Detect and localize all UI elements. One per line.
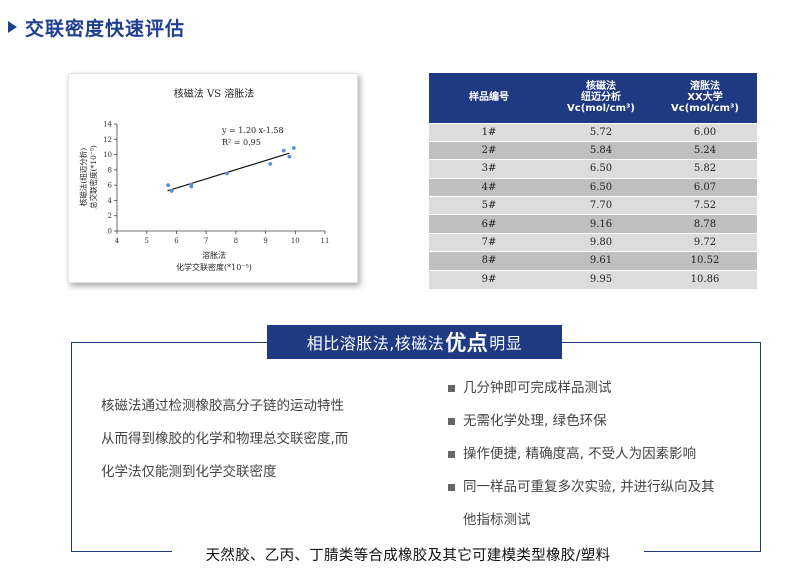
description-line: 核磁法通过检测橡胶高分子链的运动特性 [101,398,344,414]
y-axis-label-line2: 总交联密度(*10⁻⁵) [88,145,98,209]
data-point [287,154,292,159]
cell-nmr-value: 6.50 [549,177,653,197]
page-title-text: 交联密度快速评估 [25,17,186,40]
table-row: 2# 5.84 5.24 [429,140,757,160]
advantages-frame-top-right [562,342,761,343]
cell-nmr-value: 5.72 [549,122,653,142]
list-item: 无需化学处理, 绿色环保 [448,405,748,438]
scatter-chart-card: 核磁法 VS 溶胀法 0 2 4 6 8 10 12 14 4 5 6 7 8 9 10 11 y = 1.… [68,73,358,283]
cell-swelling-value: 9.72 [653,232,757,252]
data-point [225,171,229,176]
trendline [167,152,290,192]
x-tick-label: 5 [144,237,148,245]
advantages-frame-gap [172,545,644,559]
y-tick-label: 14 [103,121,112,129]
description-line: 从而得到橡胶的化学和物理总交联密度,而 [101,431,349,447]
table-row: 6# 9.16 8.78 [429,214,757,234]
data-point [268,161,273,166]
table-row: 5# 7.70 7.52 [429,196,757,215]
advantages-list: 几分钟即可完成样品测试 无需化学处理, 绿色环保 操作便捷, 精确度高, 不受人… [448,372,748,537]
square-bullet-icon [448,484,455,491]
square-bullet-icon [448,418,455,425]
data-point [169,189,174,193]
x-tick-label: 11 [321,237,330,245]
cell-nmr-value: 9.95 [549,269,653,289]
advantages-title-emphasis: 优点 [445,331,489,355]
applicable-materials-footer: 天然胶、乙丙、丁腈类等合成橡胶及其它可建模类型橡胶/塑料 [205,548,611,564]
table-row: 3# 6.50 5.82 [429,159,757,179]
header-nmr-method: 核磁法 纽迈分析 Vc(mol/cm³) [549,73,653,123]
cell-sample-id: 8# [429,251,549,271]
cell-swelling-value: 10.86 [653,269,757,289]
y-tick-label: 12 [103,136,112,144]
list-item: 几分钟即可完成样品测试 [448,372,748,405]
cell-sample-id: 4# [429,177,549,197]
cell-sample-id: 9# [429,269,549,289]
data-point [291,146,296,150]
data-point [281,148,286,153]
list-item: 操作便捷, 精确度高, 不受人为因素影响 [448,438,748,471]
header-swelling-method: 溶胀法 XX大学 Vc(mol/cm³) [653,73,757,123]
cell-sample-id: 3# [429,159,549,179]
description-line: 化学法仅能测到化学交联密度 [101,464,277,480]
x-tick-label: 4 [115,237,120,245]
scatter-chart: 核磁法 VS 溶胀法 0 2 4 6 8 10 12 14 4 5 6 7 8 9 10 11 y = 1.… [78,87,330,272]
cell-swelling-value: 10.52 [653,251,757,271]
cell-sample-id: 2# [429,140,549,160]
cell-sample-id: 7# [429,232,549,252]
table-row: 9# 9.95 10.86 [429,269,757,289]
advantages-frame-top-left [71,342,267,343]
x-tick-label: 6 [174,237,179,245]
data-point [189,182,194,187]
y-tick-label: 10 [103,151,112,159]
page-title: 交联密度快速评估 [8,14,185,40]
table-row: 8# 9.61 10.52 [429,251,757,271]
table-row: 1# 5.72 6.00 [429,122,757,142]
header-sample-id: 样品编号 [429,73,549,123]
cell-nmr-value: 9.80 [549,232,653,252]
square-bullet-icon [448,451,455,458]
y-tick-label: 0 [108,228,112,236]
y-tick-label: 2 [108,212,112,220]
chart-equation: y = 1.20 x-1.58 [221,126,284,135]
y-tick-label: 8 [108,166,112,174]
cell-sample-id: 6# [429,214,549,234]
triangle-bullet-icon [8,21,17,33]
chart-title: 核磁法 VS 溶胀法 [174,87,254,100]
advantages-title: 相比溶胀法,核磁法 优点 明显 [267,325,562,359]
cell-swelling-value: 7.52 [653,196,757,215]
cell-nmr-value: 9.61 [549,251,653,271]
table-row: 4# 6.50 6.07 [429,177,757,197]
cell-swelling-value: 6.07 [653,177,757,197]
data-point [166,183,171,188]
x-tick-label: 9 [263,237,267,245]
cell-sample-id: 1# [429,122,549,142]
comparison-table: 样品编号 核磁法 纽迈分析 Vc(mol/cm³) 溶胀法 XX大学 Vc(mo… [429,73,757,289]
cell-nmr-value: 9.16 [549,214,653,234]
y-tick-label: 4 [108,197,113,205]
cell-swelling-value: 5.24 [653,140,757,160]
table-row: 7# 9.80 9.72 [429,232,757,252]
x-axis-label-line1: 溶胀法 [202,250,226,260]
chart-r-squared: R² = 0.95 [222,138,261,147]
table-header-row: 样品编号 核磁法 纽迈分析 Vc(mol/cm³) 溶胀法 XX大学 Vc(mo… [429,73,757,123]
y-axis-label-line1: 核磁法(纽迈分析) [78,148,88,206]
x-tick-label: 8 [234,237,238,245]
cell-swelling-value: 6.00 [653,122,757,142]
cell-nmr-value: 5.84 [549,140,653,160]
cell-nmr-value: 7.70 [549,196,653,215]
cell-swelling-value: 8.78 [653,214,757,234]
x-axis-label-line2: 化学交联密度(*10⁻⁵) [176,262,252,272]
square-bullet-icon [448,385,455,392]
advantages-description: 核磁法通过检测橡胶高分子链的运动特性 从而得到橡胶的化学和物理总交联密度,而 化… [101,390,401,489]
list-item: 同一样品可重复多次实验, 并进行纵向及其 他指标测试 [448,471,748,537]
cell-sample-id: 5# [429,196,549,215]
x-tick-label: 10 [291,237,300,245]
x-tick-label: 7 [204,237,208,245]
y-tick-label: 6 [108,182,113,190]
cell-swelling-value: 5.82 [653,159,757,179]
cell-nmr-value: 6.50 [549,159,653,179]
